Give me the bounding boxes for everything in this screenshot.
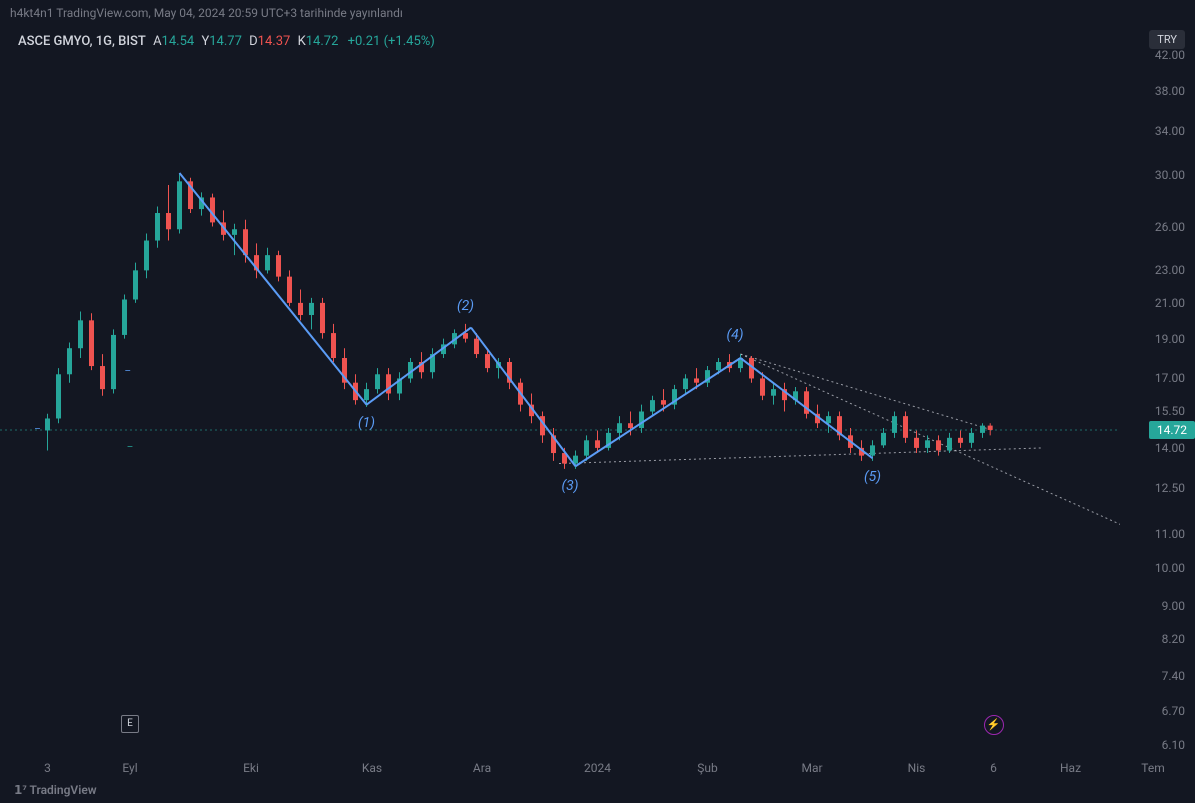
y-tick: 23.00: [1155, 263, 1185, 277]
publish-info: h4kt4n1 TradingView.com, May 04, 2024 20…: [10, 6, 403, 20]
y-tick: 30.00: [1155, 168, 1185, 182]
x-axis[interactable]: 3EylEkiKasAra2024ŞubMarNis6HazTem: [0, 761, 1120, 781]
x-tick: 6: [990, 761, 997, 775]
ohlc-a-label: A: [153, 34, 161, 49]
wave-label: (3): [561, 478, 578, 494]
x-tick: Tem: [1141, 761, 1164, 775]
y-tick: 26.00: [1155, 220, 1185, 234]
y-tick: 15.50: [1155, 404, 1185, 418]
x-tick: Nis: [908, 761, 926, 775]
x-tick: Eki: [243, 761, 259, 775]
marker-icon: –: [127, 442, 134, 453]
change-value: +0.21 (+1.45%): [348, 34, 435, 49]
chart-area[interactable]: (1) (2) (3) (4) (5) E ⚡ – – –: [0, 55, 1120, 745]
y-tick: 38.00: [1155, 84, 1185, 98]
symbol-name[interactable]: ASCE GMYO, 1G, BIST: [18, 34, 146, 49]
wave-label: (1): [358, 415, 375, 431]
ohlc-a-val: 14.54: [162, 34, 195, 49]
y-tick: 9.00: [1162, 599, 1185, 613]
y-axis[interactable]: 42.0038.0034.0030.0026.0023.0021.0019.00…: [1120, 55, 1195, 745]
earnings-icon[interactable]: E: [121, 715, 139, 733]
tv-icon: 𝟭⁷: [14, 783, 27, 797]
y-tick: 21.00: [1155, 296, 1185, 310]
wave-label: (4): [726, 327, 743, 343]
wave-label: (5): [864, 469, 881, 485]
ohlc-k-val: 14.72: [306, 34, 339, 49]
ohlc-d-val: 14.37: [258, 34, 291, 49]
currency-badge[interactable]: TRY: [1149, 30, 1185, 49]
x-tick: 3: [44, 761, 51, 775]
y-tick: 6.70: [1162, 704, 1185, 718]
y-tick: 17.00: [1155, 371, 1185, 385]
tradingview-logo[interactable]: 𝟭⁷ TradingView: [14, 783, 97, 797]
x-tick: 2024: [584, 761, 611, 775]
y-tick: 8.20: [1162, 632, 1185, 646]
x-tick: Mar: [801, 761, 822, 775]
x-tick: Şub: [697, 761, 717, 775]
ohlc-d-label: D: [249, 34, 258, 49]
x-tick: Eyl: [122, 761, 137, 775]
current-price-badge: 14.72: [1149, 421, 1195, 439]
y-tick: 10.00: [1155, 561, 1185, 575]
x-tick: Haz: [1060, 761, 1081, 775]
symbol-bar: ASCE GMYO, 1G, BIST A14.54 Y14.77 D14.37…: [18, 34, 435, 49]
x-tick: Ara: [473, 761, 491, 775]
y-tick: 14.00: [1155, 441, 1185, 455]
wave-label: (2): [457, 298, 474, 314]
y-tick: 11.00: [1155, 527, 1185, 541]
flash-icon[interactable]: ⚡: [984, 715, 1004, 735]
y-tick: 34.00: [1155, 124, 1185, 138]
y-tick: 7.40: [1162, 669, 1185, 683]
marker-icon: –: [125, 367, 132, 378]
y-tick: 42.00: [1155, 48, 1185, 62]
y-tick: 19.00: [1155, 332, 1185, 346]
y-tick: 6.10: [1162, 738, 1185, 752]
marker-icon: –: [34, 424, 41, 435]
x-tick: Kas: [362, 761, 382, 775]
chart-svg: [0, 55, 1120, 745]
ohlc-y-val: 14.77: [209, 34, 242, 49]
y-tick: 12.50: [1155, 481, 1185, 495]
ohlc-k-label: K: [298, 34, 306, 49]
